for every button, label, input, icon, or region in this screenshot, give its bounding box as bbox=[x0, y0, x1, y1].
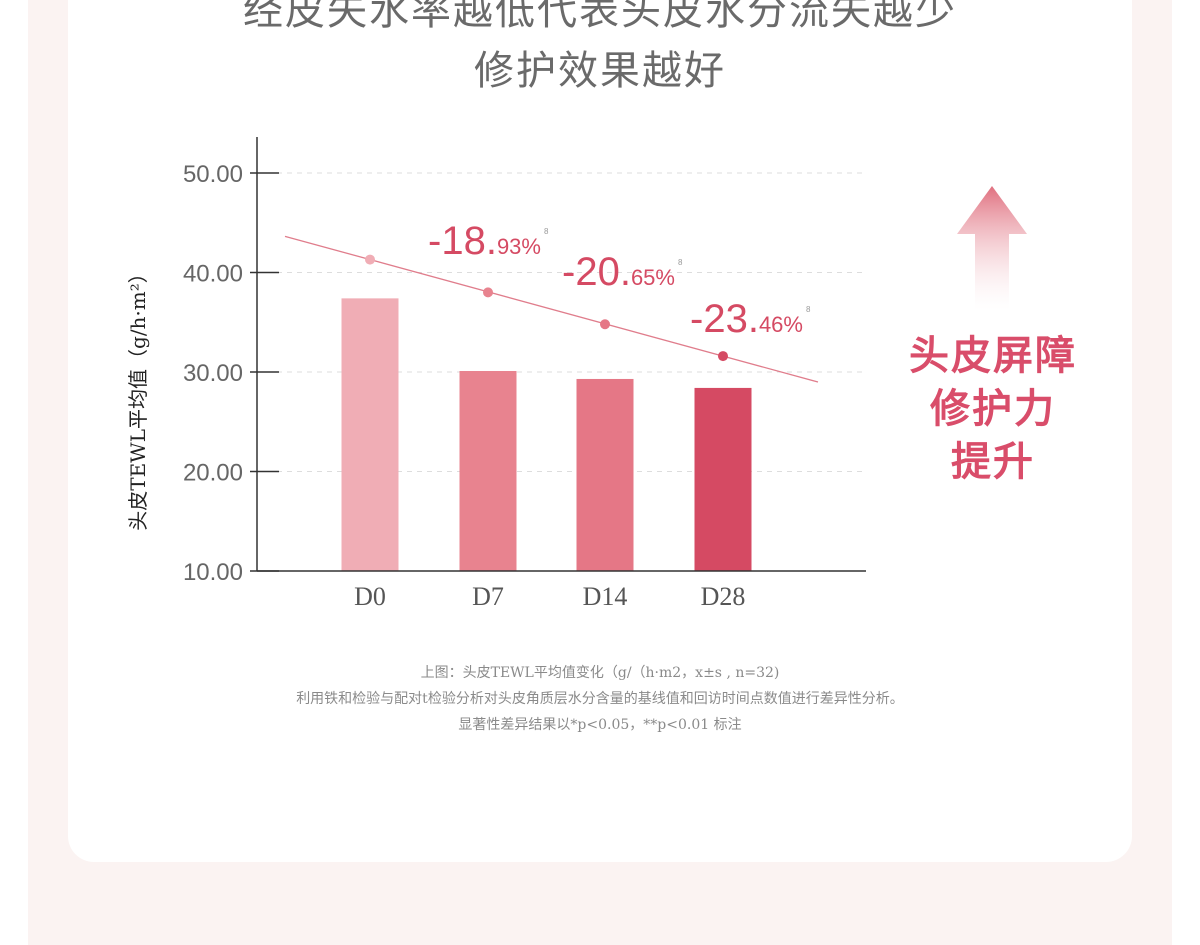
annotation-d14: -20.65%8 bbox=[562, 250, 683, 294]
annotation-mark: 8 bbox=[678, 258, 683, 267]
annotation-d7: -18.93%8 bbox=[428, 219, 549, 263]
y-tick-label: 20.00 bbox=[183, 460, 243, 487]
annotation-value-main: -20. bbox=[562, 250, 631, 294]
bar-d14 bbox=[576, 378, 634, 571]
y-tick-label: 50.00 bbox=[183, 161, 243, 188]
trend-point bbox=[600, 319, 610, 330]
y-axis-title: 头皮TEWL平均值（g/h·m²） bbox=[126, 263, 150, 531]
x-tick-label: D14 bbox=[583, 582, 628, 611]
side-claim-line-3: 提升 bbox=[951, 439, 1035, 485]
x-tick-label: D0 bbox=[354, 582, 386, 611]
annotation-mark: 8 bbox=[806, 305, 811, 314]
y-tick-label: 30.00 bbox=[183, 360, 243, 387]
trend-point bbox=[365, 254, 375, 265]
side-claim-line-1: 头皮屏障 bbox=[909, 333, 1077, 379]
footnote-line-3: 显著性差异结果以*p<0.05，**p<0.01 标注 bbox=[458, 717, 742, 733]
annotation-mark: 8 bbox=[544, 227, 549, 236]
annotation-value-main: -18. bbox=[428, 219, 497, 263]
x-tick-label: D7 bbox=[472, 582, 504, 611]
trend-point bbox=[718, 351, 728, 362]
x-tick-label: D28 bbox=[701, 582, 746, 611]
bar-d0 bbox=[341, 298, 399, 571]
bar-d7 bbox=[459, 371, 517, 571]
side-claim-line-2: 修护力 bbox=[930, 386, 1056, 432]
up-arrow-shape bbox=[957, 186, 1027, 310]
y-tick-label: 10.00 bbox=[183, 559, 243, 586]
up-arrow-icon bbox=[957, 186, 1027, 310]
annotation-value-decimal: 65% bbox=[631, 265, 675, 290]
headline-line-1: 经皮失水率越低代表头皮水分流失越少 bbox=[243, 0, 957, 34]
annotation-value-main: -23. bbox=[690, 297, 759, 341]
bar-d28 bbox=[694, 387, 752, 571]
headline-line-2: 修护效果越好 bbox=[474, 48, 726, 94]
annotation-value-decimal: 93% bbox=[497, 234, 541, 259]
footnote-line-1: 上图：头皮TEWL平均值变化（g/（h·m2，x±s , n=32) bbox=[420, 665, 780, 681]
footnote-line-2: 利用铁和检验与配对t检验分析对头皮角质层水分含量的基线值和回访时间点数值进行差异… bbox=[296, 691, 904, 707]
annotation-d28: -23.46%8 bbox=[690, 297, 811, 341]
y-tick-label: 40.00 bbox=[183, 261, 243, 288]
annotation-value-decimal: 46% bbox=[759, 312, 803, 337]
side-claim: 头皮屏障 修护力 提升 bbox=[888, 330, 1098, 489]
trend-point bbox=[483, 287, 493, 298]
